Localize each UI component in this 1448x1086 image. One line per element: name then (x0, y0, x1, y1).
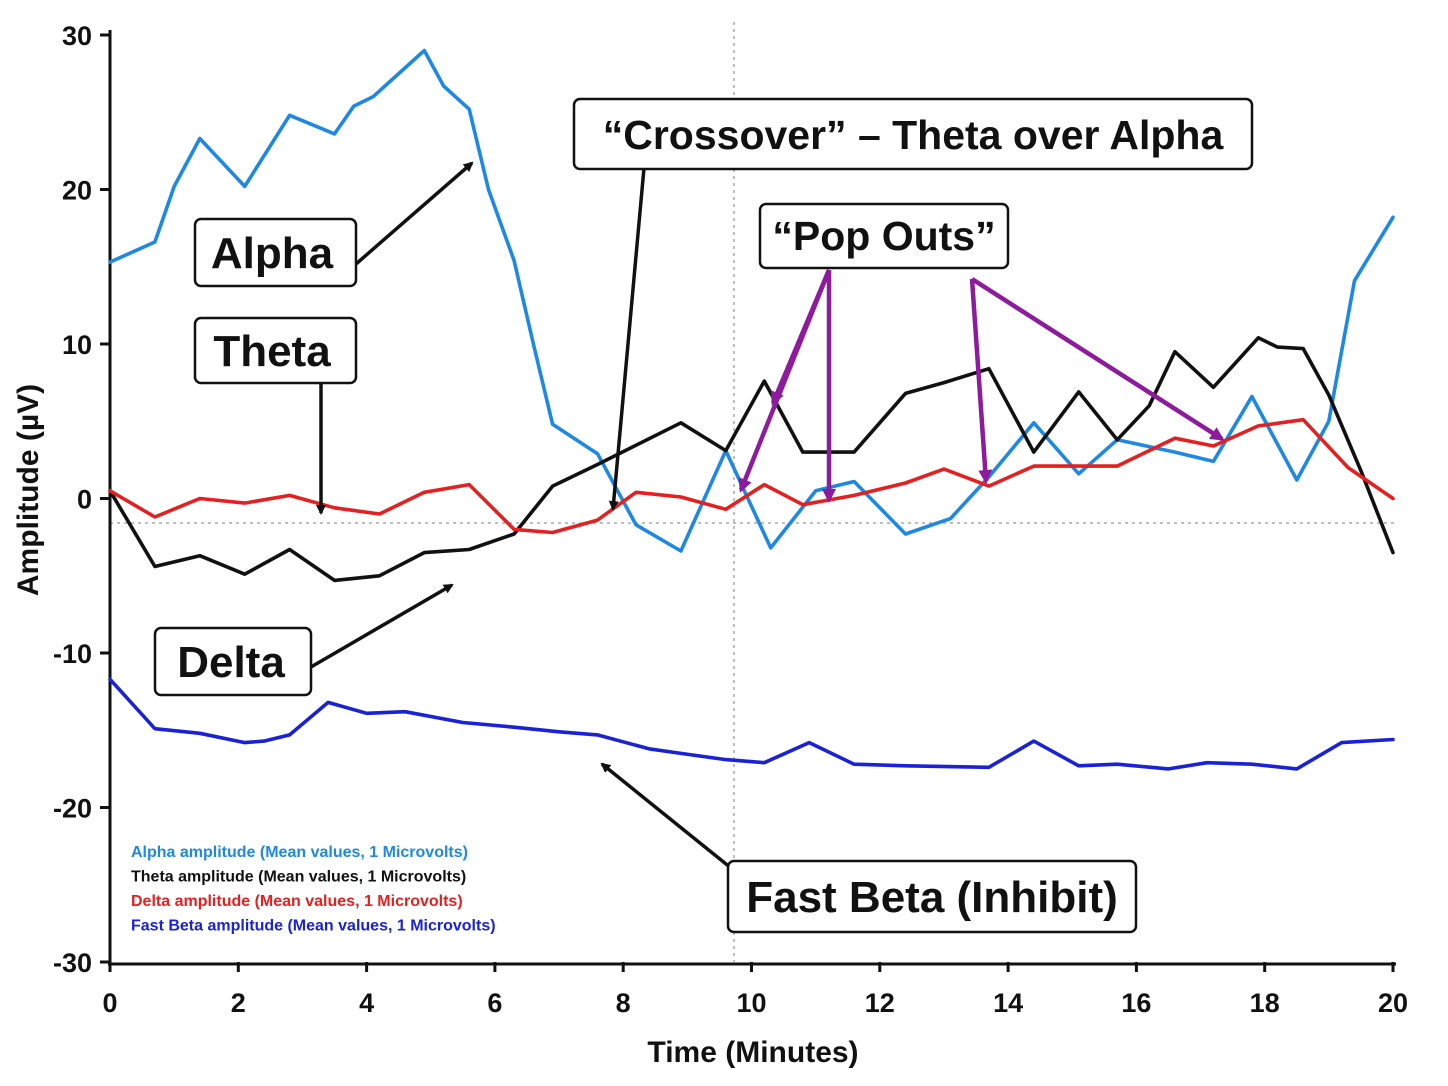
x-tick-label: 2 (231, 988, 246, 1018)
y-tick-label: -10 (53, 639, 92, 669)
arrow-crossover (608, 167, 646, 511)
y-tick-label: 30 (62, 21, 92, 51)
arrow-popout-4 (969, 278, 993, 484)
x-axis-title: Time (Minutes) (647, 1036, 858, 1069)
x-tick-group: 0 2 4 6 8 10 12 14 16 18 20 (102, 962, 1408, 1018)
legend-entry-alpha: Alpha amplitude (Mean values, 1 Microvol… (131, 844, 468, 861)
y-tick-label: -20 (53, 794, 92, 824)
y-tick-group: 30 20 10 0 -10 -20 -30 (53, 21, 110, 978)
x-tick-label: 10 (736, 988, 766, 1018)
y-tick-label: 20 (62, 176, 92, 206)
x-tick-label: 12 (865, 988, 895, 1018)
svg-text:Theta: Theta (213, 327, 331, 376)
x-tick-label: 16 (1121, 988, 1151, 1018)
legend: Alpha amplitude (Mean values, 1 Microvol… (131, 844, 496, 935)
x-tick-label: 8 (616, 988, 631, 1018)
legend-entry-delta: Delta amplitude (Mean values, 1 Microvol… (131, 893, 463, 910)
annotation-pop-outs: “Pop Outs” (758, 202, 1010, 270)
arrow-popout-5 (970, 277, 1225, 441)
y-tick-label: 10 (62, 330, 92, 360)
svg-text:Fast Beta (Inhibit): Fast Beta (Inhibit) (746, 873, 1118, 922)
arrow-delta (310, 583, 454, 669)
series-layer (108, 48, 1395, 771)
annotation-theta: Theta (193, 316, 358, 385)
arrow-alpha (354, 161, 474, 266)
x-tick-label: 6 (487, 988, 502, 1018)
x-tick-label: 4 (359, 988, 374, 1018)
y-tick-label: 0 (77, 485, 92, 515)
arrow-popout-2 (738, 269, 832, 493)
x-tick-label: 20 (1378, 988, 1408, 1018)
svg-text:Delta: Delta (177, 638, 285, 687)
annotation-alpha: Alpha (193, 217, 358, 288)
annotation-crossover: “Crossover” – Theta over Alpha (572, 97, 1254, 171)
annotation-arrows (310, 161, 1225, 870)
legend-entry-theta: Theta amplitude (Mean values, 1 Microvol… (131, 869, 466, 886)
legend-entry-fast-beta: Fast Beta amplitude (Mean values, 1 Micr… (131, 918, 496, 935)
svg-text:“Crossover” – Theta over Alpha: “Crossover” – Theta over Alpha (603, 112, 1225, 158)
x-tick-label: 0 (102, 988, 117, 1018)
x-tick-label: 14 (993, 988, 1023, 1018)
series-line-fast-beta (108, 677, 1395, 771)
svg-text:“Pop Outs”: “Pop Outs” (772, 213, 995, 259)
y-axis-title: Amplitude (µV) (12, 384, 45, 596)
series-line-alpha (108, 48, 1395, 553)
arrow-fast-beta (600, 762, 733, 870)
x-tick-label: 18 (1250, 988, 1280, 1018)
series-line-delta (108, 417, 1395, 535)
annotation-fast-beta: Fast Beta (Inhibit) (726, 859, 1138, 934)
y-tick-label: -30 (53, 948, 92, 978)
annotation-delta: Delta (153, 626, 313, 697)
svg-text:Alpha: Alpha (211, 229, 334, 278)
